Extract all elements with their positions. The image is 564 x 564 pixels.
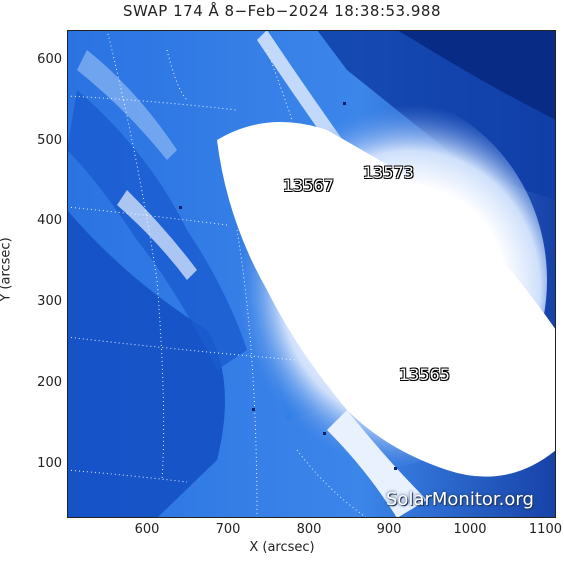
- watermark: SolarMonitor.org: [386, 489, 534, 510]
- x-tick-label: 600: [134, 522, 160, 537]
- active-region-label: 13573: [363, 163, 414, 182]
- x-tick-label: 1100: [528, 522, 562, 537]
- y-tick-label: 600: [37, 52, 62, 67]
- active-region-label: 13567: [283, 176, 334, 195]
- y-tick-label: 500: [37, 133, 62, 148]
- x-tick-label: 700: [215, 522, 241, 537]
- axes-frame: [67, 30, 556, 518]
- y-tick-label: 200: [37, 375, 62, 390]
- active-region-label: 13565: [399, 365, 450, 384]
- image-title: SWAP 174 Å 8−Feb−2024 18:38:53.988: [123, 2, 441, 20]
- solar-image: 13567 13573 13565: [66, 29, 556, 519]
- y-axis-label: Y (arcsec): [0, 237, 14, 302]
- y-tick-label: 100: [37, 456, 62, 471]
- x-tick-label: 1000: [453, 522, 487, 537]
- y-tick-label: 400: [37, 213, 62, 228]
- swap-euv-image: [66, 29, 556, 519]
- x-tick-label: 800: [296, 522, 322, 537]
- y-tick-label: 300: [37, 294, 62, 309]
- x-tick-label: 900: [376, 522, 402, 537]
- x-axis-label: X (arcsec): [249, 540, 315, 555]
